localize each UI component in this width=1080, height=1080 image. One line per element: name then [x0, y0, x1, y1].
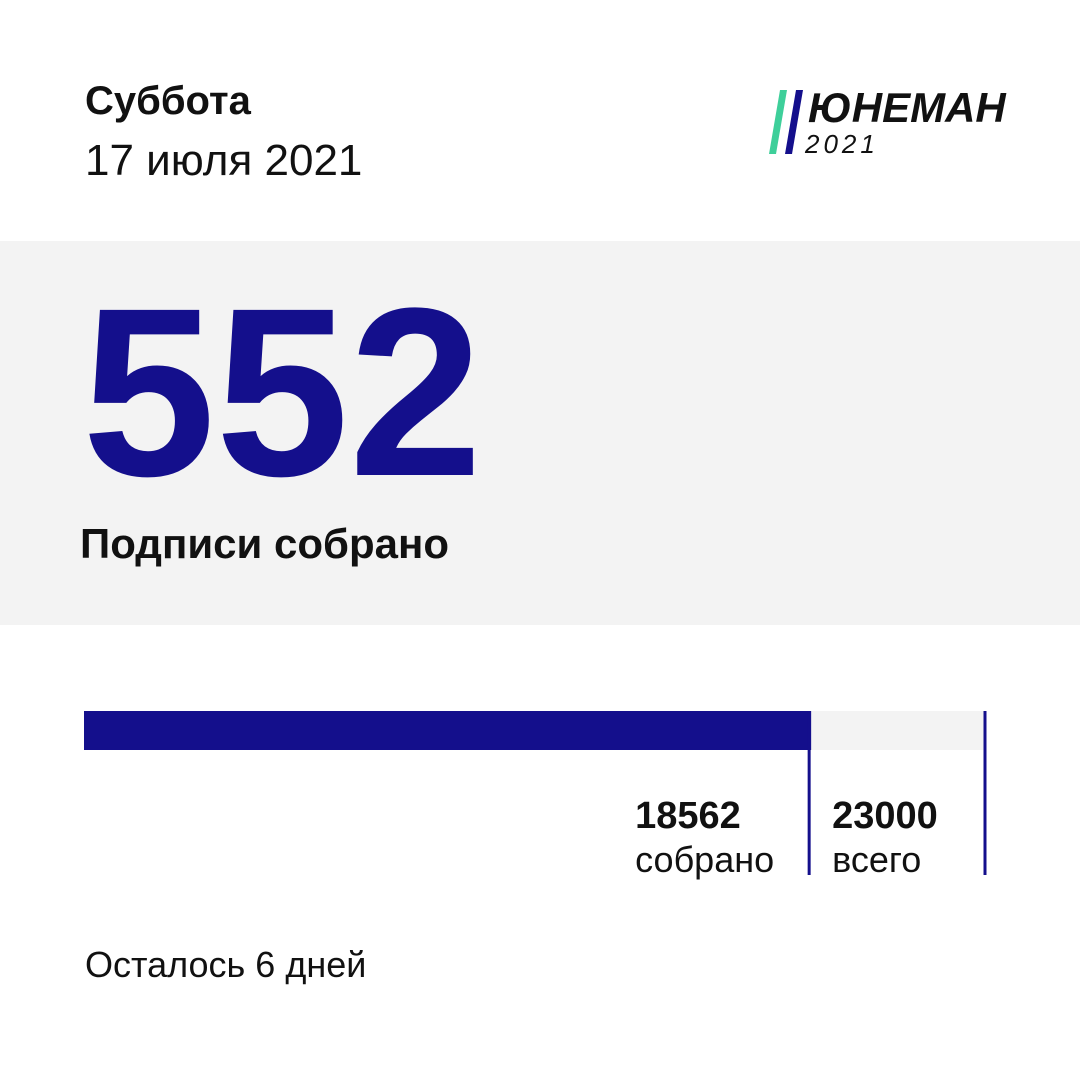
total-label: всего: [832, 839, 921, 880]
day: Суббота: [85, 79, 252, 123]
collected-label: собрано: [635, 839, 774, 880]
logo-stripe: [785, 90, 803, 154]
logo-stripe: [769, 90, 787, 154]
logo-name: ЮНЕМАН: [808, 84, 1007, 131]
logo-year: 2021: [804, 129, 879, 159]
total-value: 23000: [832, 795, 938, 837]
progress-bar: [84, 711, 812, 750]
today-count: 552: [82, 258, 482, 526]
logo: ЮНЕМАН 2021: [769, 84, 1007, 159]
highlight-band: [0, 241, 1080, 625]
collected-value: 18562: [635, 795, 741, 837]
today-label: Подписи собрано: [80, 520, 449, 567]
date: 17 июля 2021: [85, 136, 362, 185]
remaining: Осталось 6 дней: [85, 944, 366, 985]
